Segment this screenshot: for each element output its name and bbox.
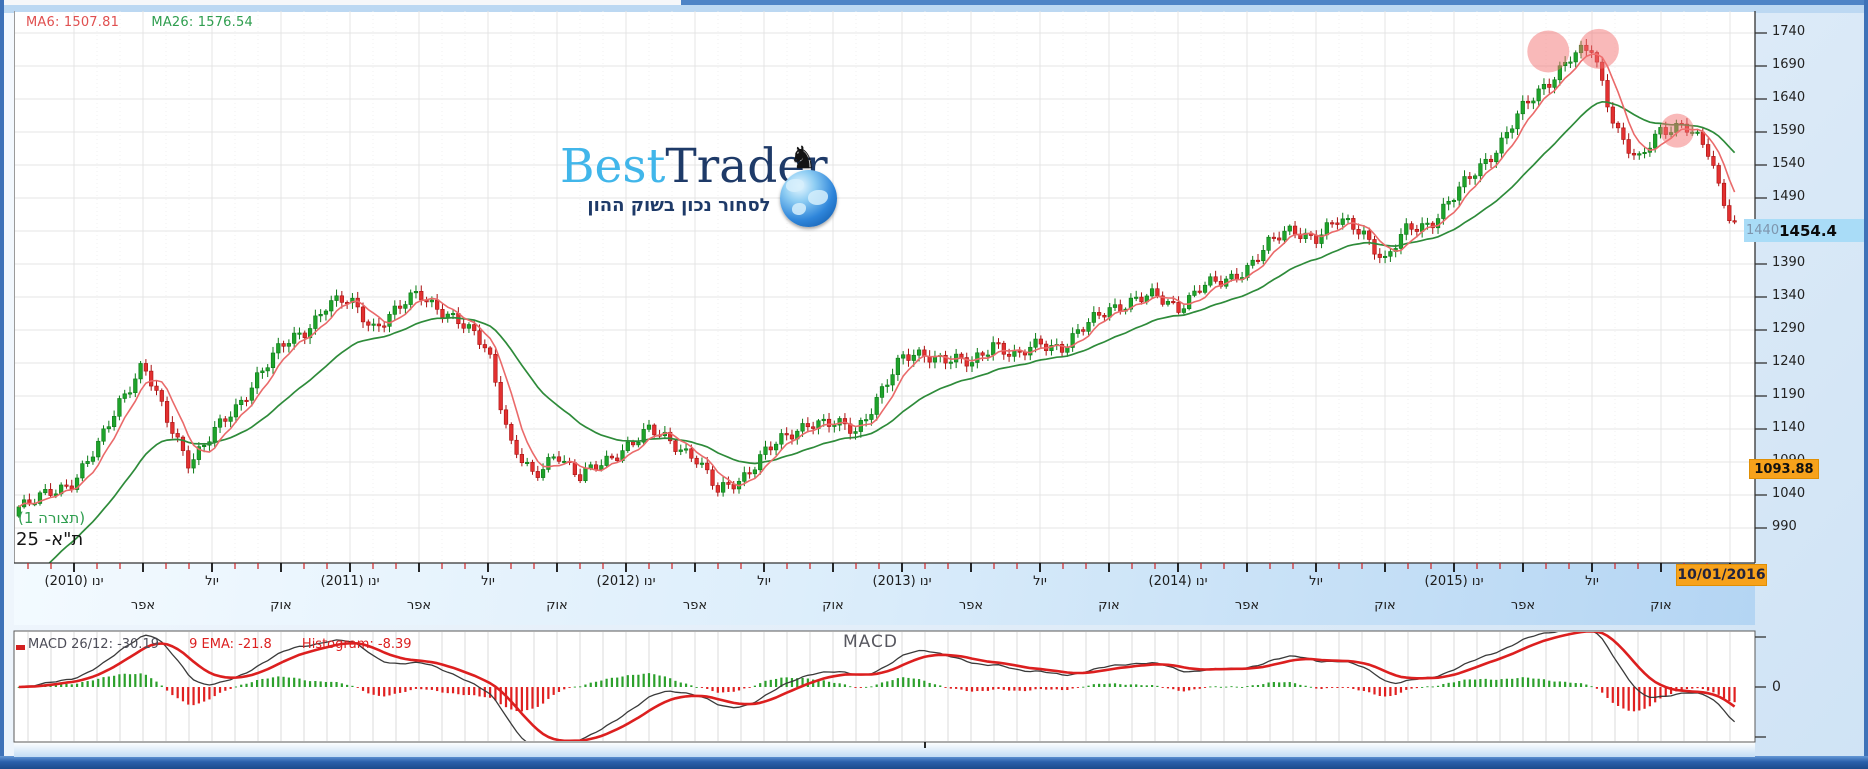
price-tick-label: 1290 (1772, 321, 1806, 336)
macd-zero-label: 0 (1772, 679, 1781, 695)
price-tick-label: 1190 (1772, 387, 1806, 402)
time-label-oct: אוק (1374, 598, 1396, 613)
time-label-apr: אפר (1510, 598, 1536, 613)
time-label-jan-year: ינו (2015) (1424, 574, 1484, 589)
last-price-marker: 1440 1454.4 (1744, 219, 1864, 242)
price-tick-label: 1040 (1772, 486, 1806, 501)
time-label-jan-year: ינו (2010) (44, 574, 104, 589)
time-axis-strip (14, 563, 1755, 625)
logo-best-text: Best (560, 139, 666, 194)
window-border-left (0, 0, 4, 769)
price-chart-panel (14, 12, 1755, 563)
time-label-oct: אוק (1650, 598, 1672, 613)
price-tick-label: 1740 (1772, 24, 1806, 39)
macd-legend: MACD 26/12: -30.19 9 EMA: -21.8 Histogra… (28, 637, 412, 652)
macd-value: MACD 26/12: -30.19 (28, 637, 159, 652)
price-tick-label: 1390 (1772, 255, 1806, 270)
price-tick-label: 1690 (1772, 57, 1806, 72)
window-bottom-bar (0, 756, 1868, 769)
time-label-oct: אוק (1098, 598, 1120, 613)
time-label-jul: יול (205, 574, 219, 589)
alert-price-marker: 1093.88 (1749, 459, 1819, 479)
macd-panel-footer (14, 742, 1755, 757)
instrument-name: ת"א- 25 (16, 529, 84, 550)
time-label-apr: אפר (406, 598, 432, 613)
configuration-label: (תצורה 1) (18, 509, 86, 527)
window-border-right (1864, 0, 1868, 769)
price-tick-label: 990 (1772, 519, 1797, 534)
time-label-jan-year: ינו (2014) (1148, 574, 1208, 589)
time-label-apr: אפר (682, 598, 708, 613)
ma6-value: MA6: 1507.81 (26, 15, 120, 30)
time-label-oct: אוק (822, 598, 844, 613)
time-label-jan-year: ינו (2011) (320, 574, 380, 589)
time-label-apr: אפר (130, 598, 156, 613)
time-label-jul: יול (1309, 574, 1323, 589)
price-tick-label: 1490 (1772, 189, 1806, 204)
globe-icon (780, 170, 837, 227)
time-label-apr: אפר (1234, 598, 1260, 613)
time-label-apr: אפר (958, 598, 984, 613)
price-tick-label: 1590 (1772, 123, 1806, 138)
ma26-value: MA26: 1576.54 (151, 15, 253, 30)
window-top-strip (0, 5, 1868, 13)
macd-title: MACD (843, 632, 898, 652)
price-tick-label: 1240 (1772, 354, 1806, 369)
time-label-jan-year: ינו (2013) (872, 574, 932, 589)
time-label-oct: אוק (546, 598, 568, 613)
macd-ema-value: 9 EMA: -21.8 (189, 637, 272, 652)
time-label-jul: יול (1033, 574, 1047, 589)
covered-tick-label: 1440 (1746, 223, 1780, 238)
time-label-jul: יול (757, 574, 771, 589)
macd-histogram-value: Histogram: -8.39 (301, 637, 412, 652)
price-tick-label: 1140 (1772, 420, 1806, 435)
price-tick-label: 1540 (1772, 156, 1806, 171)
window-top-border-left (0, 0, 681, 5)
trader-figure-icon: ♞ (789, 140, 817, 176)
time-label-jul: יול (1585, 574, 1599, 589)
last-price-value: 1454.4 (1779, 221, 1837, 240)
ma-legend: MA6: 1507.81 MA26: 1576.54 (26, 15, 253, 30)
macd-legend-icon (16, 645, 25, 650)
time-label-jan-year: ינו (2012) (596, 574, 656, 589)
time-label-oct: אוק (270, 598, 292, 613)
cursor-date-marker: 10/01/2016 (1676, 564, 1767, 586)
logo-tagline: לסחור נכון בשוק ההון (587, 195, 771, 216)
window-top-border-right (681, 0, 1868, 5)
price-tick-label: 1640 (1772, 90, 1806, 105)
time-label-jul: יול (481, 574, 495, 589)
price-tick-label: 1340 (1772, 288, 1806, 303)
